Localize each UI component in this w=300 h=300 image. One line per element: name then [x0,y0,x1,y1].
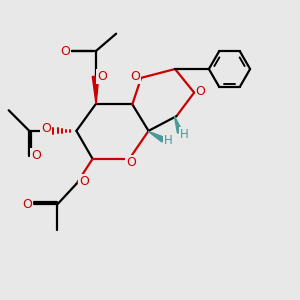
Polygon shape [148,131,165,142]
Text: H: H [164,134,173,147]
Text: O: O [130,70,140,83]
Text: O: O [22,198,32,211]
Polygon shape [92,76,99,104]
Text: O: O [79,175,89,188]
Text: O: O [41,122,51,135]
Text: O: O [126,156,136,169]
Text: O: O [31,149,41,162]
Text: H: H [179,128,188,141]
Text: O: O [196,85,206,98]
Text: O: O [61,45,70,58]
Polygon shape [175,116,183,133]
Text: O: O [97,70,107,83]
